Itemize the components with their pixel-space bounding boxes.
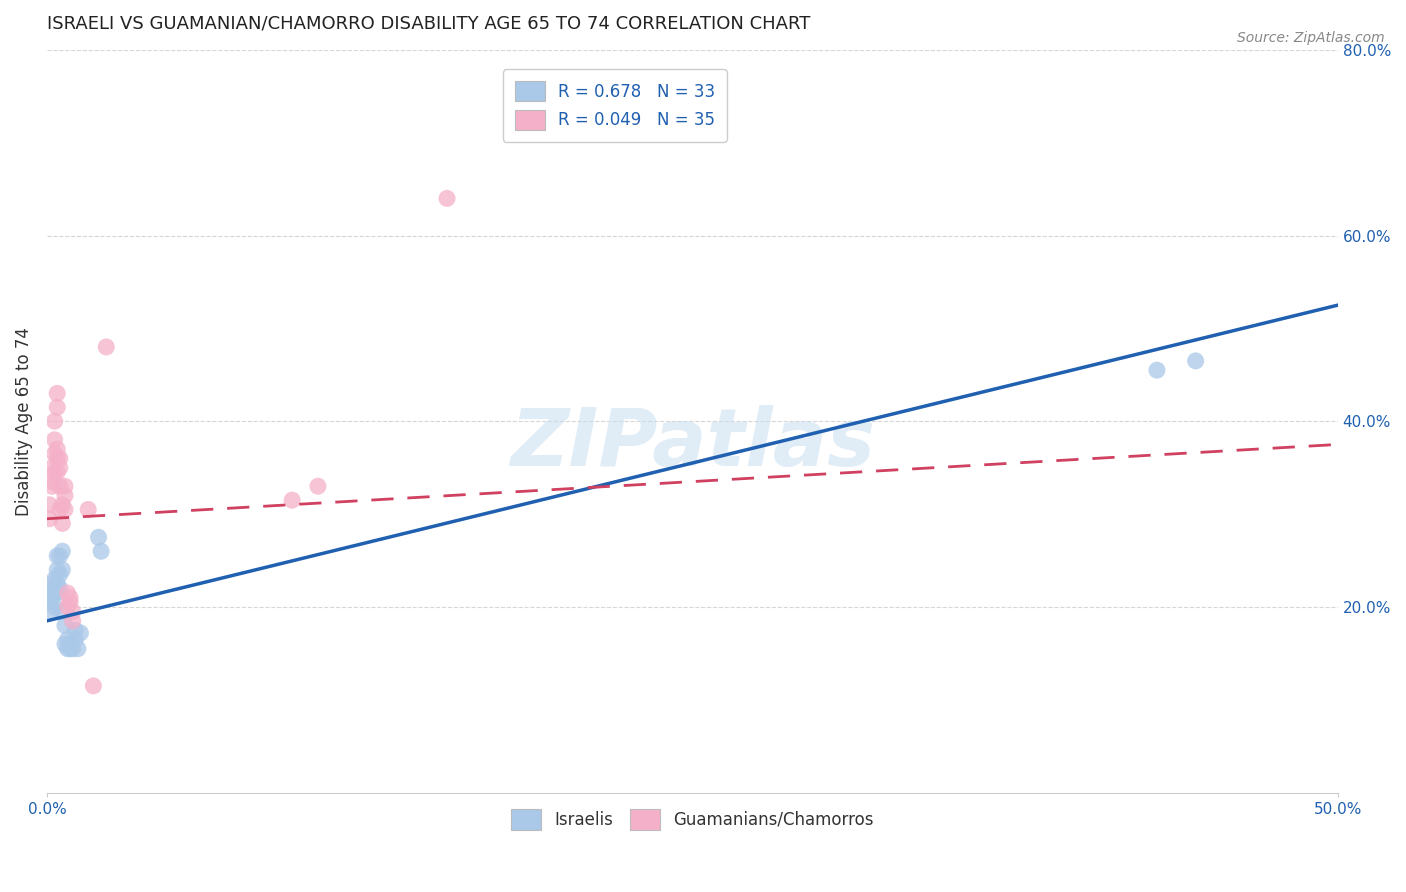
Text: ISRAELI VS GUAMANIAN/CHAMORRO DISABILITY AGE 65 TO 74 CORRELATION CHART: ISRAELI VS GUAMANIAN/CHAMORRO DISABILITY… (46, 15, 810, 33)
Point (38, 595, 60, 609)
Point (49, 479, 72, 493)
Point (38, 512, 60, 526)
Text: ZIPatlas: ZIPatlas (510, 405, 875, 483)
Point (49, 582, 72, 596)
Point (41, 479, 63, 493)
Point (62, 614, 84, 628)
Point (77, 502, 100, 516)
Point (53, 637, 76, 651)
Point (51, 498, 73, 512)
Point (51, 516, 73, 531)
Point (49, 549, 72, 563)
Text: Source: ZipAtlas.com: Source: ZipAtlas.com (1237, 31, 1385, 45)
Point (44, 465, 66, 479)
Point (53, 502, 76, 516)
Point (44, 414, 66, 428)
Point (44, 433, 66, 447)
Point (38, 498, 60, 512)
Point (41, 460, 63, 475)
Point (41, 591, 63, 605)
Point (49, 502, 72, 516)
Point (46, 386, 69, 401)
Point (307, 479, 329, 493)
Point (49, 460, 72, 475)
Point (56, 632, 79, 647)
Legend: Israelis, Guamanians/Chamorros: Israelis, Guamanians/Chamorros (505, 803, 880, 837)
Point (82, 679, 104, 693)
Point (51, 605, 73, 619)
Point (41, 475, 63, 489)
Point (59, 637, 82, 651)
Point (1184, 354, 1206, 368)
Point (41, 605, 63, 619)
Point (46, 465, 69, 479)
Point (53, 479, 76, 493)
Point (46, 549, 69, 563)
Point (46, 576, 69, 591)
Point (69, 626, 91, 640)
Point (281, 493, 304, 508)
Point (59, 595, 82, 609)
Point (56, 599, 79, 614)
Point (1146, 363, 1168, 377)
Point (56, 641, 79, 656)
Point (51, 544, 73, 558)
Point (56, 586, 79, 600)
Point (44, 599, 66, 614)
Point (87, 530, 110, 544)
Point (66, 641, 89, 656)
Point (96, 340, 118, 354)
Point (65, 623, 87, 637)
Point (59, 641, 82, 656)
Point (436, 191, 458, 205)
Point (59, 591, 82, 605)
Point (44, 582, 66, 596)
Point (44, 447, 66, 461)
Point (41, 576, 63, 591)
Point (46, 442, 69, 456)
Point (51, 563, 73, 577)
Point (65, 632, 87, 647)
Point (46, 401, 69, 415)
Point (62, 605, 84, 619)
Point (53, 489, 76, 503)
Point (90, 544, 112, 558)
Point (49, 451, 72, 466)
Point (46, 586, 69, 600)
Point (49, 567, 72, 582)
Point (46, 451, 69, 466)
Point (62, 641, 84, 656)
Y-axis label: Disability Age 65 to 74: Disability Age 65 to 74 (15, 326, 32, 516)
Point (44, 572, 66, 586)
Point (46, 563, 69, 577)
Point (44, 586, 66, 600)
Point (53, 618, 76, 632)
